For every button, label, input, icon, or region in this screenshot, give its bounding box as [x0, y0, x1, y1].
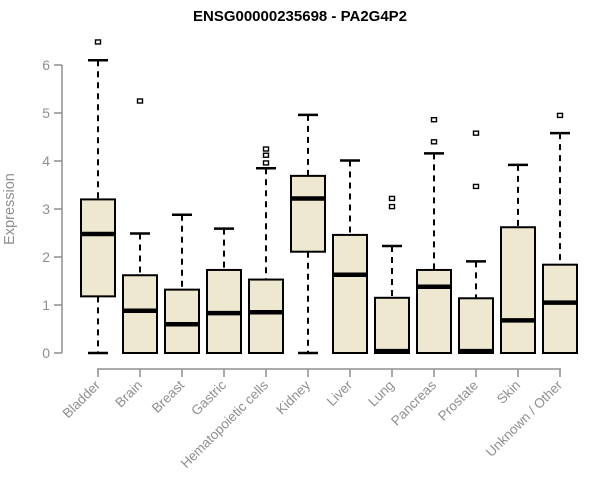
y-axis-label: Expression: [2, 173, 18, 245]
outlier-point: [556, 112, 564, 119]
x-tick-label: Liver: [324, 377, 356, 409]
outlier-point: [388, 195, 396, 202]
x-tick-label: Pancreas: [388, 377, 439, 428]
box-iqr: [80, 198, 116, 298]
y-tick-label: 2: [42, 249, 50, 265]
box-iqr: [122, 274, 158, 354]
outlier-point: [472, 183, 480, 190]
x-tick-label: Kidney: [273, 377, 313, 417]
outlier-point: [262, 152, 270, 158]
outlier-point: [430, 139, 438, 145]
box-iqr: [164, 288, 200, 355]
chart-title: ENSG00000235698 - PA2G4P2: [193, 8, 407, 25]
x-tick-label: Breast: [149, 377, 187, 415]
box-iqr: [542, 263, 578, 354]
outlier-point: [472, 130, 480, 136]
box-iqr: [500, 226, 536, 355]
outlier-point: [262, 146, 270, 152]
box-iqr: [416, 268, 452, 354]
outlier-point: [136, 98, 144, 104]
x-tick-label: Unknown / Other: [483, 377, 566, 460]
y-tick-label: 0: [42, 345, 50, 361]
box-iqr: [290, 174, 326, 253]
outlier-point: [388, 203, 396, 210]
y-tick-label: 4: [42, 153, 50, 169]
y-tick-label: 6: [42, 57, 50, 73]
x-tick-label: Skin: [494, 378, 523, 407]
outlier-point: [430, 117, 438, 123]
x-tick-label: Lung: [365, 378, 397, 410]
box-iqr: [248, 278, 284, 354]
box-iqr: [332, 233, 368, 354]
y-tick-label: 5: [42, 105, 50, 121]
x-tick-label: Brain: [112, 378, 145, 411]
box-iqr: [458, 297, 494, 354]
box-iqr: [374, 296, 410, 354]
y-tick-label: 1: [42, 297, 50, 313]
x-tick-label: Prostate: [435, 378, 481, 424]
outlier-point: [262, 160, 270, 166]
outlier-point: [94, 39, 102, 45]
x-tick-label: Gastric: [188, 377, 229, 418]
y-tick-label: 3: [42, 201, 50, 217]
x-tick-label: Bladder: [60, 377, 104, 421]
